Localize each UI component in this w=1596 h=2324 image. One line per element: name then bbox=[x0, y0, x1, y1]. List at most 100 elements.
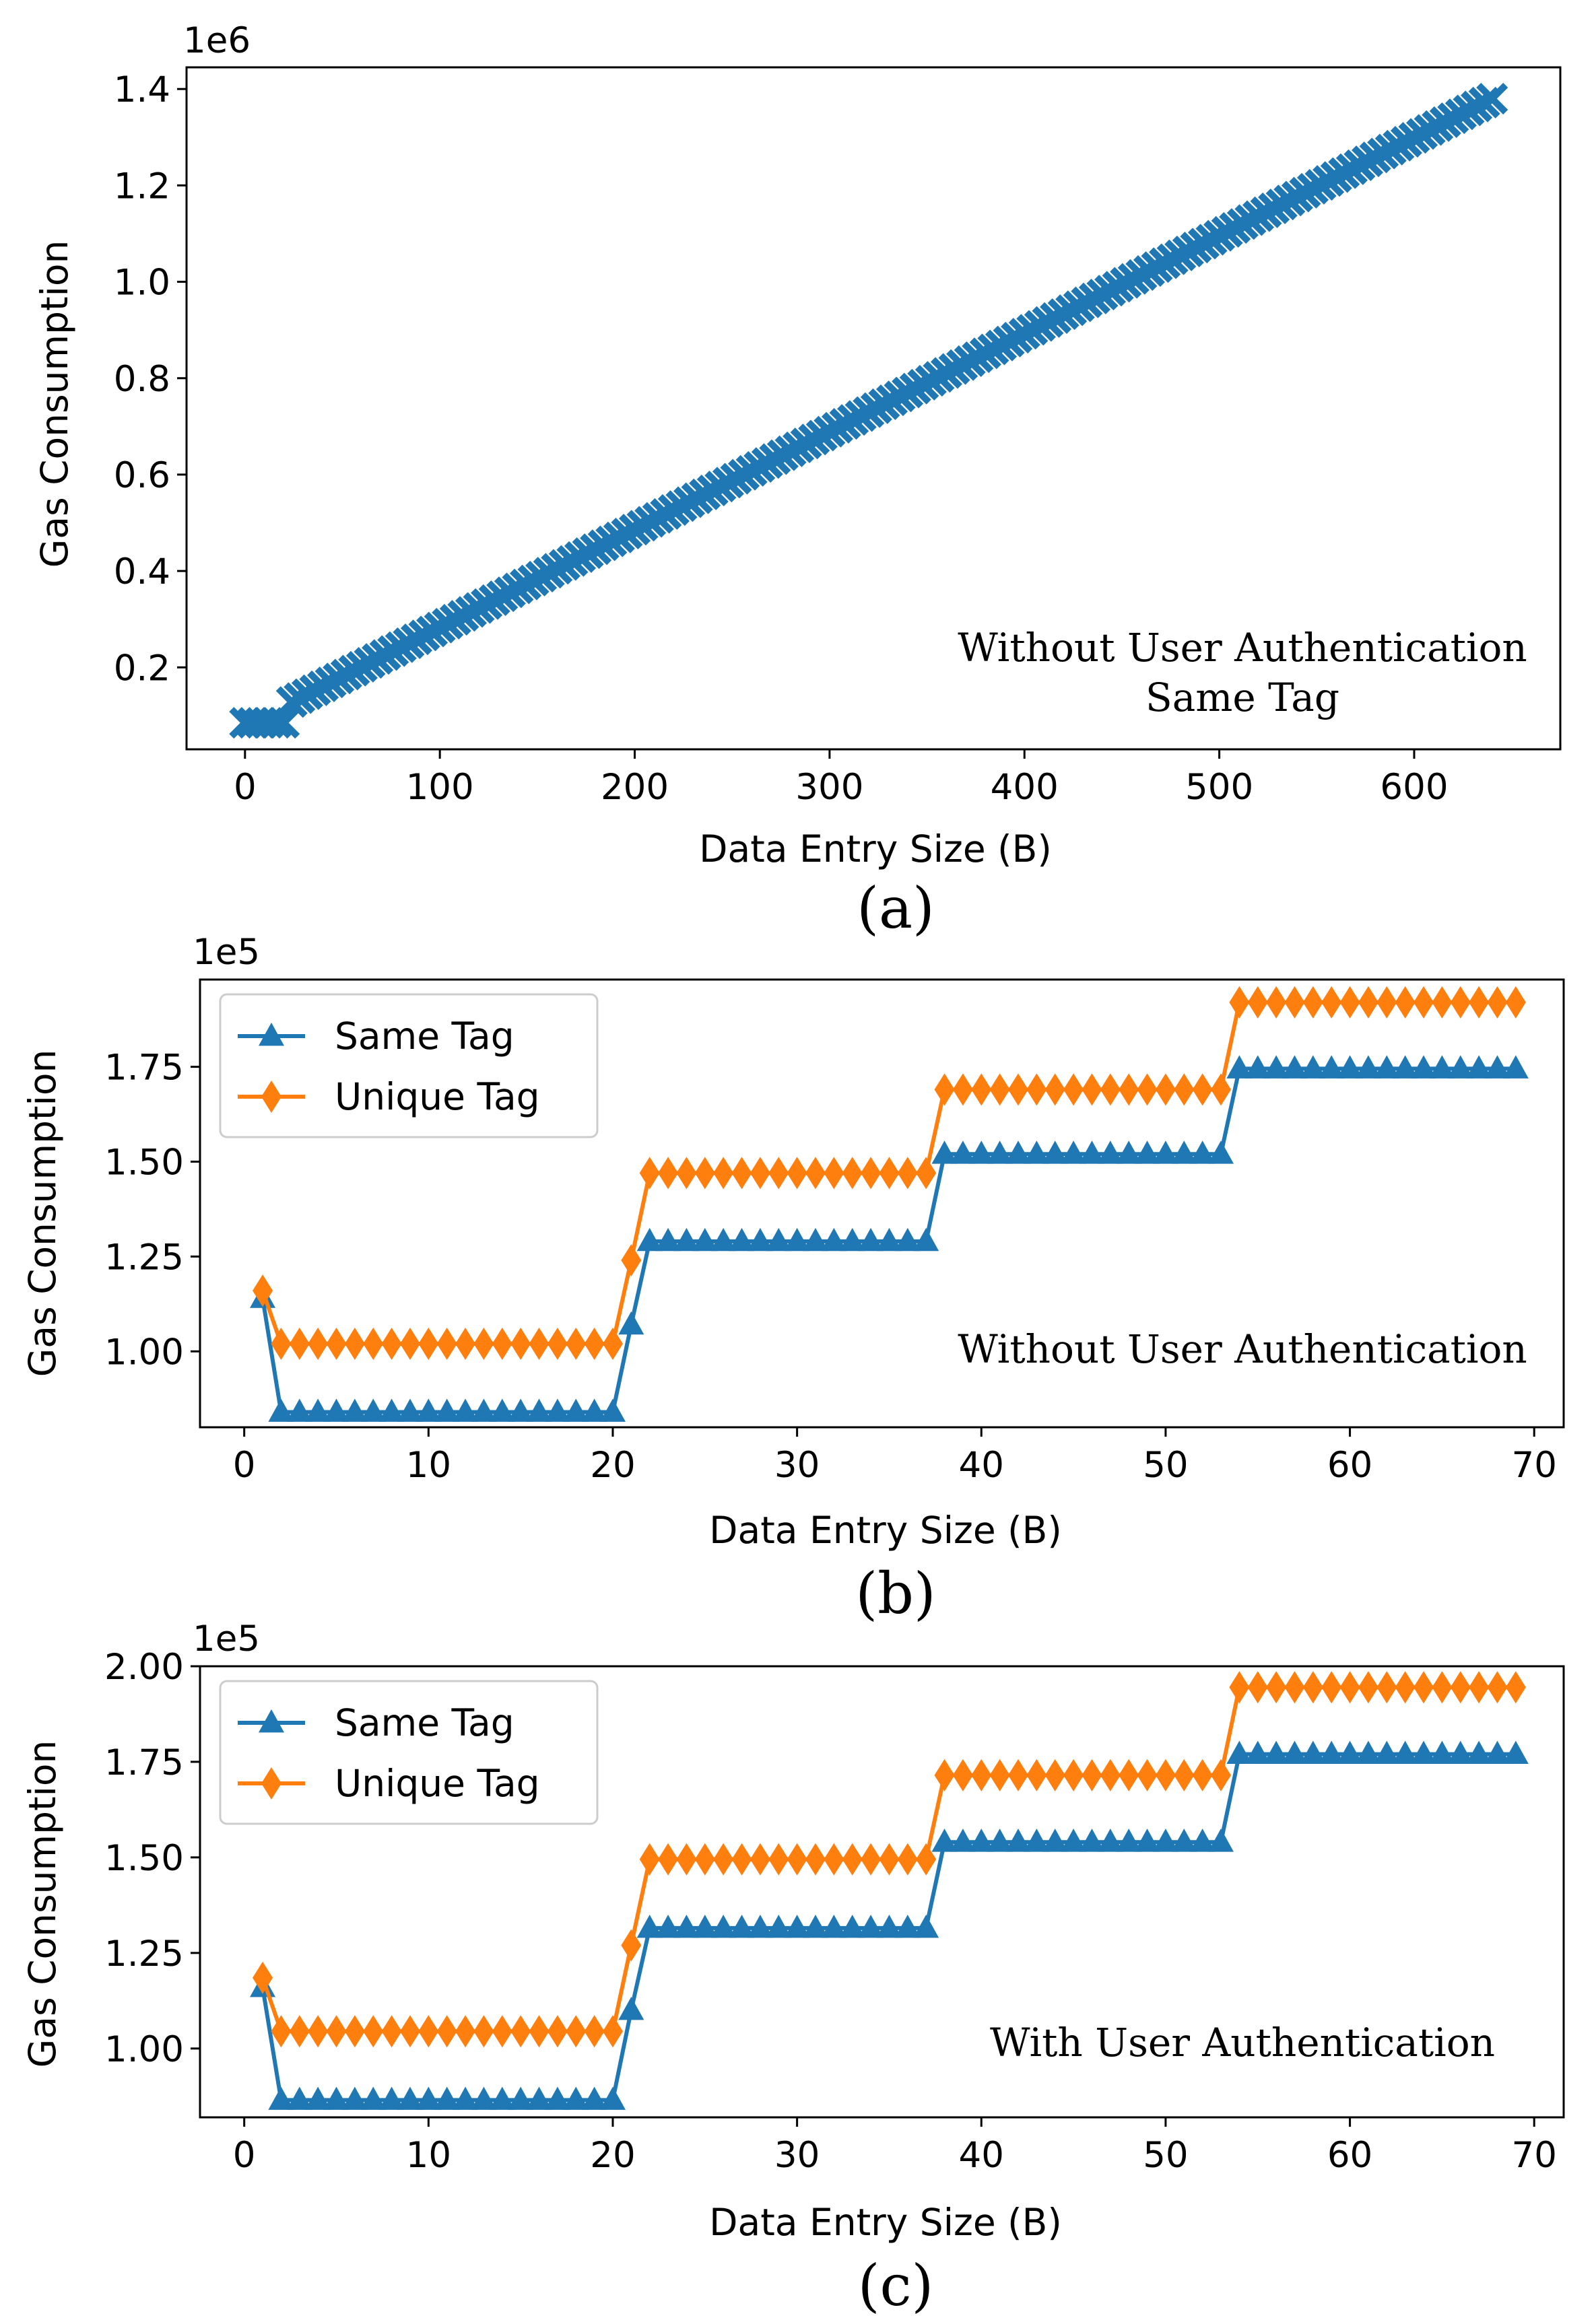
data-point bbox=[676, 1157, 697, 1190]
data-point bbox=[1229, 1671, 1250, 1704]
data-point bbox=[1137, 1073, 1158, 1106]
data-point bbox=[1339, 986, 1360, 1019]
panel-a-series-same-tag bbox=[229, 82, 1508, 739]
legend-box bbox=[219, 993, 599, 1138]
data-point bbox=[1466, 1740, 1492, 1764]
data-point bbox=[584, 2015, 605, 2048]
data-point bbox=[1247, 1671, 1268, 1704]
data-point bbox=[1476, 82, 1508, 115]
data-point bbox=[1008, 1073, 1028, 1106]
data-point bbox=[766, 1914, 792, 1938]
data-point bbox=[508, 2086, 534, 2110]
data-point bbox=[1302, 1671, 1323, 1704]
data-point bbox=[1374, 1740, 1400, 1764]
data-point bbox=[950, 1829, 976, 1852]
data-point bbox=[861, 1157, 882, 1190]
data-point bbox=[802, 1914, 828, 1938]
data-point bbox=[1429, 1740, 1455, 1764]
data-point bbox=[784, 1914, 810, 1938]
data-point bbox=[1376, 1671, 1397, 1704]
data-point bbox=[415, 2086, 442, 2110]
panel-b-annotation: Without User Authentication bbox=[958, 1326, 1527, 1372]
x-tick-label: 0 bbox=[233, 1445, 256, 1486]
legend-marker bbox=[261, 1081, 281, 1113]
data-point bbox=[658, 1843, 679, 1876]
data-point bbox=[858, 1227, 884, 1252]
data-point bbox=[1395, 1671, 1416, 1704]
data-point bbox=[1189, 1140, 1216, 1164]
data-point bbox=[858, 1914, 884, 1938]
legend-item-unique-tag: Unique Tag bbox=[238, 1075, 540, 1118]
x-tick-label: 300 bbox=[795, 767, 863, 808]
data-point bbox=[1319, 1055, 1345, 1079]
y-tick-label: 1.4 bbox=[114, 69, 170, 110]
data-point bbox=[1321, 986, 1342, 1019]
data-point bbox=[286, 1398, 312, 1422]
data-point bbox=[1282, 1740, 1308, 1764]
data-point bbox=[286, 2086, 312, 2110]
data-point bbox=[344, 1328, 365, 1361]
data-point bbox=[489, 1398, 515, 1422]
data-point bbox=[436, 1328, 457, 1361]
data-point bbox=[879, 1157, 900, 1190]
data-point bbox=[1137, 1758, 1158, 1791]
data-point bbox=[750, 1157, 770, 1190]
data-point bbox=[1061, 1140, 1087, 1164]
data-point bbox=[1414, 1671, 1434, 1704]
data-point bbox=[323, 2086, 350, 2110]
data-point bbox=[824, 1843, 844, 1876]
data-point bbox=[1026, 1758, 1047, 1791]
data-point bbox=[599, 2086, 626, 2110]
legend-item-unique-tag: Unique Tag bbox=[238, 1762, 540, 1805]
data-point bbox=[747, 1227, 773, 1252]
legend-marker bbox=[261, 1767, 281, 1800]
data-point bbox=[1502, 1740, 1529, 1764]
data-point bbox=[581, 2086, 607, 2110]
data-point bbox=[434, 2086, 460, 2110]
data-point bbox=[618, 1311, 644, 1335]
y-tick-label: 0.2 bbox=[114, 648, 170, 689]
data-point bbox=[621, 1244, 642, 1277]
data-point bbox=[1502, 1055, 1529, 1079]
panel-b-label: (b) bbox=[855, 1561, 935, 1627]
data-point bbox=[381, 2015, 402, 2048]
data-point bbox=[713, 1843, 734, 1876]
data-point bbox=[1134, 1140, 1160, 1164]
data-point bbox=[378, 1398, 405, 1422]
data-point bbox=[968, 1140, 995, 1164]
data-point bbox=[968, 1829, 995, 1852]
data-point bbox=[839, 1227, 865, 1252]
data-point bbox=[418, 2015, 439, 2048]
y-tick-label: 0.6 bbox=[114, 455, 170, 496]
data-point bbox=[713, 1157, 734, 1190]
data-point bbox=[673, 1227, 700, 1252]
data-point bbox=[1174, 1758, 1195, 1791]
legend-marker bbox=[259, 1709, 284, 1733]
data-point bbox=[784, 1227, 810, 1252]
data-point bbox=[766, 1227, 792, 1252]
panel-b-plot: 0 10 20 30 40 50 60 70 1.00 1.25 1.50 1.75 Same Tag U… bbox=[104, 978, 1565, 1486]
data-point bbox=[1208, 1140, 1234, 1164]
data-point bbox=[1411, 1740, 1437, 1764]
data-point bbox=[787, 1157, 807, 1190]
panel-b-xlabel: Data Entry Size (B) bbox=[709, 1509, 1062, 1552]
data-point bbox=[913, 1227, 939, 1252]
data-point bbox=[1171, 1829, 1197, 1852]
data-point bbox=[694, 1843, 715, 1876]
data-point bbox=[341, 2086, 368, 2110]
data-point bbox=[676, 1843, 697, 1876]
panel-c-series-unique-tag bbox=[253, 1671, 1526, 2048]
data-point bbox=[489, 2086, 515, 2110]
panel-c-label: (c) bbox=[858, 2253, 934, 2319]
data-point bbox=[434, 1398, 460, 1422]
data-point bbox=[897, 1843, 918, 1876]
x-tick-label: 60 bbox=[1327, 2135, 1372, 2176]
data-point bbox=[1484, 1740, 1510, 1764]
data-point bbox=[381, 1328, 402, 1361]
data-point bbox=[1432, 1671, 1453, 1704]
panel-c-series-same-tag bbox=[250, 1740, 1529, 2110]
data-point bbox=[268, 2086, 294, 2110]
data-point bbox=[1284, 986, 1305, 1019]
data-point bbox=[1484, 1055, 1510, 1079]
